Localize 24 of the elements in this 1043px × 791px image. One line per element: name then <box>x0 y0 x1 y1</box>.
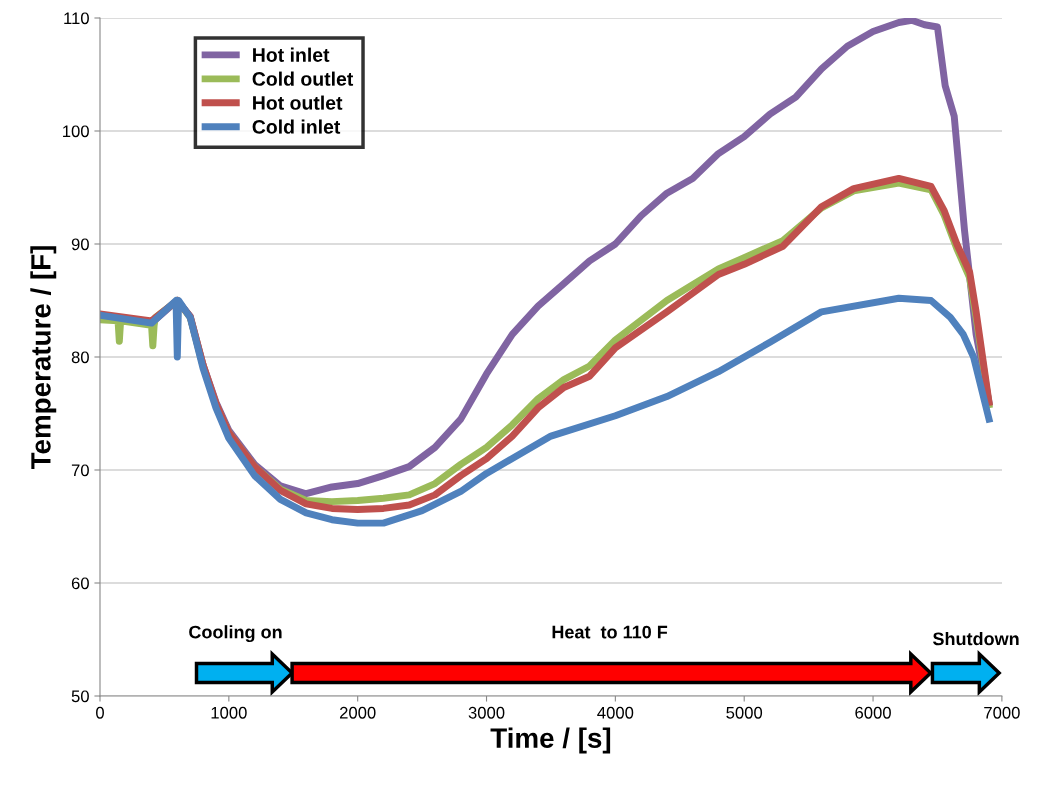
x-tick-label: 6000 <box>855 706 891 719</box>
y-tick-label: 70 <box>71 464 89 477</box>
y-tick-label: 90 <box>71 238 89 251</box>
y-tick-label: 80 <box>71 351 89 364</box>
y-axis-title: Temperature / [F] <box>30 246 57 470</box>
x-tick-label: 0 <box>96 706 104 719</box>
x-axis-title: Time / [s] <box>490 727 611 754</box>
legend-label: Hot outlet <box>253 95 343 110</box>
legend-label: Cold outlet <box>252 71 354 86</box>
legend-label: Cold inlet <box>252 119 341 134</box>
y-tick-label: 110 <box>64 12 89 25</box>
x-tick-label: 5000 <box>726 706 763 719</box>
x-tick-label: 3000 <box>468 706 505 719</box>
x-tick-label: 2000 <box>339 706 376 719</box>
y-tick-label: 100 <box>63 125 89 138</box>
x-tick-label: 7000 <box>984 706 1020 719</box>
annotation: Shutdown <box>932 631 1019 646</box>
x-tick-label: 4000 <box>597 706 634 719</box>
annotation: Cooling on <box>189 625 282 643</box>
x-tick-label: 1000 <box>211 706 247 719</box>
y-tick-label: 60 <box>71 577 89 590</box>
legend-label: Hot inlet <box>253 47 330 62</box>
annotation: Heat to 110 F <box>552 625 668 639</box>
y-tick-label: 50 <box>71 690 89 703</box>
